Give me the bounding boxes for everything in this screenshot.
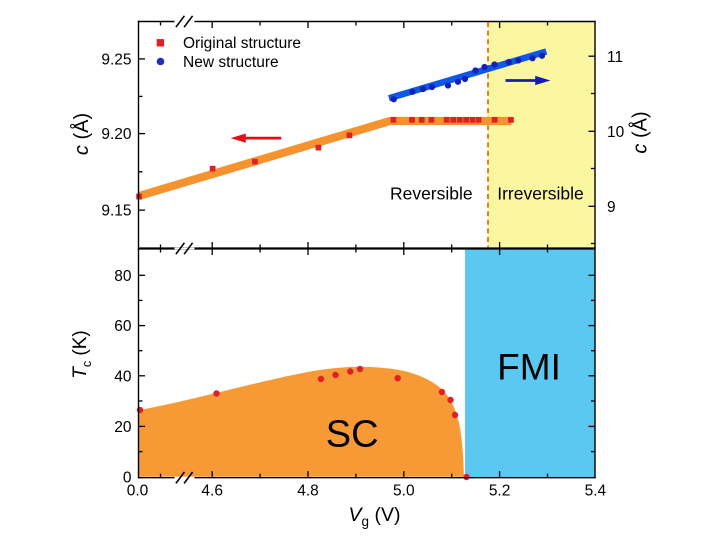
svg-text:40: 40 [114, 368, 132, 385]
svg-text:0.0: 0.0 [127, 482, 149, 499]
svg-text:80: 80 [114, 268, 132, 285]
svg-text:0: 0 [123, 469, 132, 486]
svg-text:9: 9 [607, 199, 616, 216]
svg-text:New structure: New structure [183, 54, 279, 71]
svg-text:5.2: 5.2 [489, 482, 511, 499]
svg-text:Irreversible: Irreversible [497, 184, 584, 204]
svg-text:c (Å): c (Å) [629, 111, 652, 153]
svg-text:11: 11 [607, 49, 623, 66]
svg-text:9.25: 9.25 [101, 52, 131, 69]
svg-text:Tc (K): Tc (K) [70, 330, 94, 378]
svg-text:20: 20 [114, 419, 132, 436]
svg-text:10: 10 [607, 124, 625, 141]
svg-text:5.0: 5.0 [393, 482, 415, 499]
svg-text:c (Å): c (Å) [70, 113, 93, 155]
svg-text:60: 60 [114, 318, 132, 335]
svg-text:Original structure: Original structure [183, 35, 301, 52]
svg-text:FMI: FMI [497, 346, 561, 387]
svg-text:4.8: 4.8 [297, 482, 319, 499]
svg-text:9.15: 9.15 [101, 203, 131, 220]
svg-text:9.20: 9.20 [101, 126, 132, 143]
svg-text:SC: SC [326, 414, 379, 456]
svg-text:Reversible: Reversible [390, 184, 473, 204]
svg-text:4.6: 4.6 [201, 482, 223, 499]
svg-text:5.4: 5.4 [585, 482, 607, 499]
svg-text:Vg (V): Vg (V) [349, 504, 401, 529]
